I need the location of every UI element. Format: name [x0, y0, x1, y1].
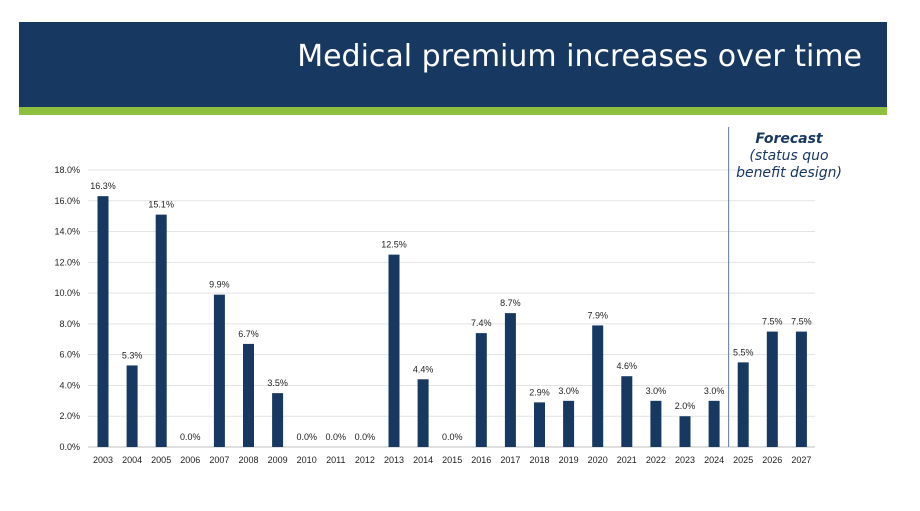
bar: [504, 313, 516, 447]
y-tick-label: 18.0%: [54, 165, 80, 175]
bar: [388, 254, 400, 447]
x-tick-label: 2003: [93, 455, 113, 465]
x-tick-label: 2008: [238, 455, 258, 465]
bar: [650, 400, 662, 447]
data-label: 16.3%: [90, 181, 116, 191]
data-label: 5.3%: [122, 350, 143, 360]
y-tick-label: 6.0%: [59, 350, 80, 360]
header-banner: [19, 22, 887, 107]
x-tick-label: 2005: [151, 455, 171, 465]
x-tick-label: 2018: [529, 455, 549, 465]
x-tick-label: 2020: [588, 455, 608, 465]
x-tick-label: 2004: [122, 455, 142, 465]
x-tick-label: 2015: [442, 455, 462, 465]
data-label: 3.0%: [704, 386, 725, 396]
bar: [243, 343, 254, 447]
y-tick-label: 12.0%: [54, 257, 80, 267]
bar: [155, 214, 167, 447]
x-tick-label: 2025: [733, 455, 753, 465]
accent-divider: [19, 107, 887, 115]
x-tick-label: 2011: [326, 455, 345, 465]
bar: [126, 365, 138, 447]
x-tick-label: 2024: [704, 455, 724, 465]
forecast-subtitle-line1: (status quo: [749, 148, 829, 164]
x-tick-label: 2009: [268, 455, 288, 465]
bar: [737, 362, 749, 447]
bar: [766, 331, 778, 447]
data-label: 4.6%: [617, 361, 638, 371]
data-label: 3.5%: [267, 378, 288, 388]
forecast-annotation: Forecast (status quo benefit design): [730, 131, 848, 182]
y-tick-label: 10.0%: [54, 288, 80, 298]
data-label: 12.5%: [381, 240, 407, 250]
data-label: 2.0%: [675, 401, 696, 411]
bar: [679, 416, 691, 447]
x-tick-label: 2017: [500, 455, 520, 465]
x-tick-label: 2026: [762, 455, 782, 465]
bar: [563, 400, 575, 447]
x-tick-label: 2022: [646, 455, 666, 465]
bar: [97, 196, 109, 447]
x-tick-label: 2007: [209, 455, 229, 465]
bar: [475, 333, 487, 447]
y-tick-label: 14.0%: [54, 227, 80, 237]
x-tick-label: 2019: [559, 455, 579, 465]
x-tick-label: 2013: [384, 455, 404, 465]
data-label: 2.9%: [529, 387, 550, 397]
bar: [213, 294, 225, 447]
data-label: 4.4%: [413, 364, 434, 374]
y-tick-label: 0.0%: [59, 442, 80, 452]
x-tick-label: 2027: [791, 455, 811, 465]
x-tick-label: 2021: [617, 455, 637, 465]
data-label: 8.7%: [500, 298, 521, 308]
y-tick-label: 16.0%: [54, 196, 80, 206]
bar: [795, 331, 807, 447]
data-label: 7.4%: [471, 318, 492, 328]
y-tick-label: 4.0%: [59, 380, 80, 390]
data-label: 7.9%: [587, 310, 608, 320]
y-tick-label: 2.0%: [59, 411, 80, 421]
data-label: 0.0%: [355, 432, 376, 442]
data-label: 0.0%: [180, 432, 201, 442]
forecast-title: Forecast: [755, 131, 823, 147]
data-label: 7.5%: [762, 317, 783, 327]
data-label: 7.5%: [791, 317, 812, 327]
bar: [272, 393, 284, 447]
bar: [534, 402, 545, 447]
x-tick-label: 2016: [471, 455, 491, 465]
x-tick-label: 2006: [180, 455, 200, 465]
bar: [708, 400, 720, 447]
data-label: 6.7%: [238, 329, 259, 339]
data-label: 5.5%: [733, 347, 754, 357]
page-title: Medical premium increases over time: [297, 39, 862, 74]
x-tick-label: 2010: [297, 455, 317, 465]
forecast-subtitle-line2: benefit design): [736, 165, 842, 181]
x-tick-label: 2023: [675, 455, 695, 465]
data-label: 0.0%: [296, 432, 317, 442]
x-tick-label: 2012: [355, 455, 375, 465]
data-label: 15.1%: [148, 200, 174, 210]
data-label: 9.9%: [209, 280, 230, 290]
bar: [417, 379, 429, 447]
x-tick-label: 2014: [413, 455, 433, 465]
data-label: 0.0%: [442, 432, 463, 442]
data-label: 0.0%: [326, 432, 347, 442]
bar: [621, 376, 633, 447]
bar: [592, 325, 604, 447]
data-label: 3.0%: [646, 386, 667, 396]
y-tick-label: 8.0%: [59, 319, 80, 329]
data-label: 3.0%: [558, 386, 579, 396]
